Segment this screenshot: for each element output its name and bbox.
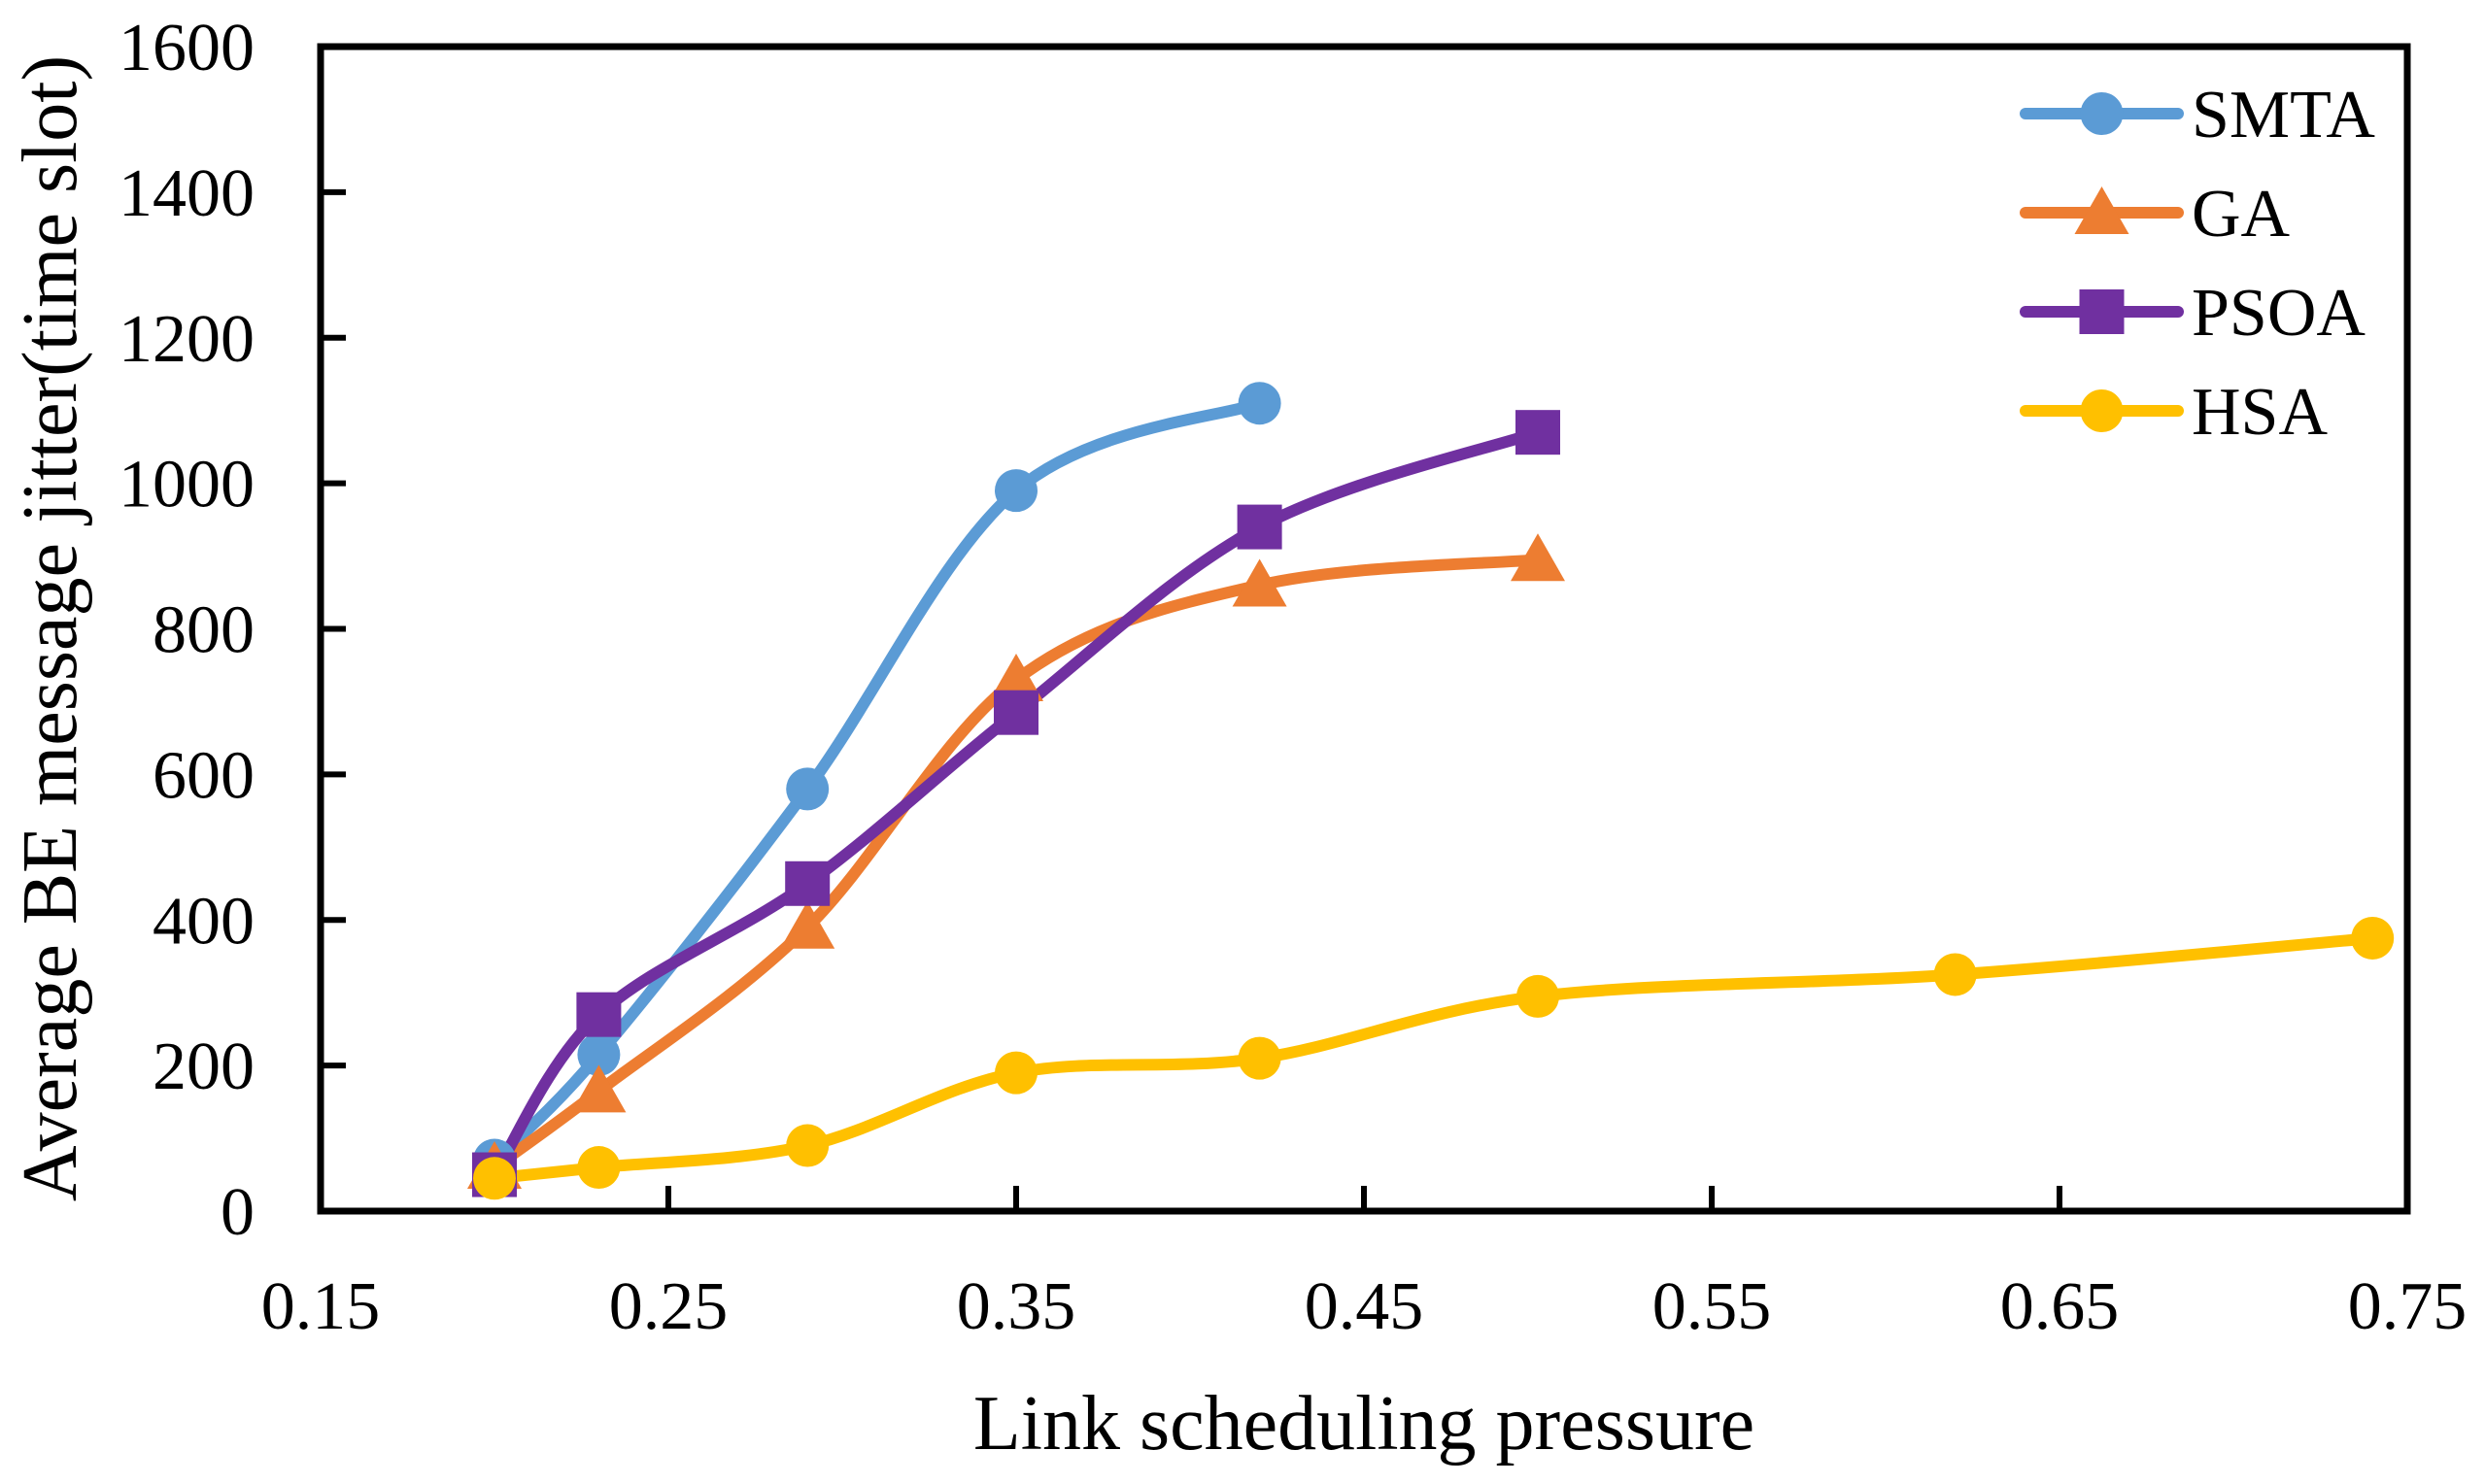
marker-psoa <box>1515 410 1560 455</box>
marker-ga <box>989 653 1043 701</box>
legend-item-smta: SMTA <box>2020 78 2375 152</box>
marker-ga <box>1511 533 1565 582</box>
legend-marker-psoa <box>2079 289 2125 334</box>
legend-label-ga: GA <box>2192 177 2291 252</box>
y-tick-label: 1400 <box>119 156 255 231</box>
x-axis-tick-labels: 0.15 0.25 0.35 0.45 0.55 0.65 0.75 <box>261 1269 2468 1344</box>
legend: SMTA GA PSOA HSA <box>2020 78 2375 450</box>
legend-marker-hsa <box>2080 389 2124 432</box>
x-tick-label: 0.35 <box>957 1269 1076 1344</box>
marker-ga <box>571 1064 627 1113</box>
legend-item-hsa: HSA <box>2020 375 2328 450</box>
y-tick-label: 400 <box>153 884 255 959</box>
y-axis-ticks <box>321 44 346 1214</box>
legend-item-psoa: PSOA <box>2020 276 2366 351</box>
marker-hsa <box>1238 1036 1281 1080</box>
marker-psoa <box>994 690 1038 735</box>
marker-hsa <box>786 1124 830 1167</box>
marker-psoa <box>1237 504 1282 550</box>
marker-psoa <box>785 860 831 906</box>
marker-smta <box>577 1032 621 1076</box>
x-tick-label: 0.45 <box>1305 1269 1424 1344</box>
y-tick-label: 0 <box>221 1175 255 1250</box>
marker-ga <box>780 900 835 949</box>
legend-label-smta: SMTA <box>2192 78 2375 152</box>
marker-smta <box>786 767 830 811</box>
x-axis-ticks <box>318 1186 2410 1211</box>
series-lines <box>489 397 2379 1185</box>
x-axis-title: Link scheduling pressure <box>973 1381 1754 1467</box>
y-tick-label: 800 <box>153 593 255 668</box>
marker-hsa <box>577 1146 621 1190</box>
x-tick-label: 0.15 <box>261 1269 381 1344</box>
marker-smta <box>1238 382 1281 425</box>
legend-item-ga: GA <box>2020 177 2291 252</box>
plot-area <box>317 43 2411 1215</box>
y-tick-label: 1000 <box>119 448 255 523</box>
marker-hsa <box>1516 974 1559 1018</box>
marker-hsa <box>995 1051 1038 1095</box>
x-tick-label: 0.65 <box>2000 1269 2120 1344</box>
y-axis-tick-labels: 0 200 400 600 800 1000 1200 1400 1600 <box>119 11 255 1250</box>
marker-hsa <box>1933 953 1977 996</box>
marker-smta <box>995 469 1038 513</box>
series-line-hsa <box>489 931 2379 1185</box>
legend-marker-ga <box>2074 186 2129 234</box>
series-markers <box>467 382 2395 1200</box>
marker-hsa <box>473 1157 516 1200</box>
y-tick-label: 1600 <box>119 11 255 85</box>
y-axis-title: Average BE message jitter(time slot) <box>8 55 93 1201</box>
x-tick-label: 0.55 <box>1652 1269 1772 1344</box>
marker-ga <box>1232 558 1287 607</box>
y-tick-label: 600 <box>153 738 255 813</box>
legend-label-hsa: HSA <box>2192 375 2328 450</box>
marker-hsa <box>2351 916 2395 960</box>
x-tick-label: 0.75 <box>2348 1269 2468 1344</box>
x-tick-label: 0.25 <box>609 1269 729 1344</box>
legend-marker-smta <box>2080 92 2124 135</box>
marker-psoa <box>576 992 622 1037</box>
y-tick-label: 200 <box>153 1029 255 1104</box>
y-tick-label: 1200 <box>119 302 255 377</box>
legend-label-psoa: PSOA <box>2192 276 2366 351</box>
